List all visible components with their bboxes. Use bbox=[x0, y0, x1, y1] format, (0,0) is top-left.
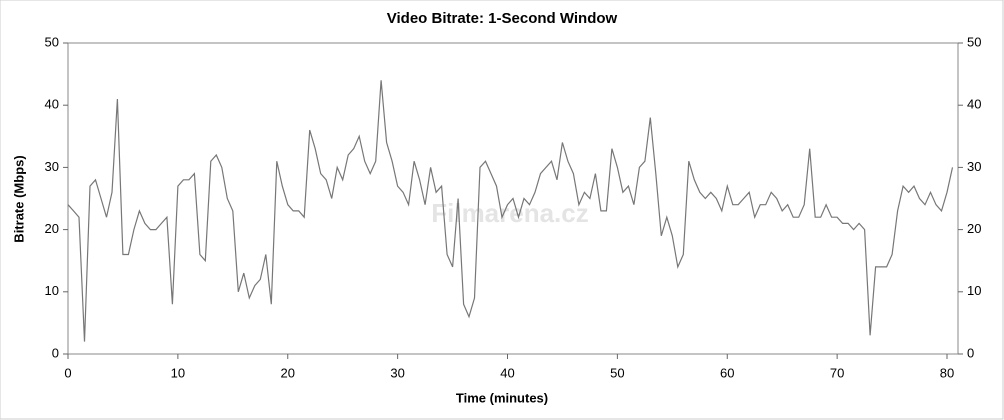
x-tick-label: 60 bbox=[720, 365, 734, 380]
y-axis-label: Bitrate (Mbps) bbox=[11, 155, 26, 242]
y-tick-label: 20 bbox=[45, 221, 59, 236]
y-tick-label: 0 bbox=[52, 345, 59, 360]
y2-tick-label: 20 bbox=[967, 221, 981, 236]
x-tick-label: 10 bbox=[171, 365, 185, 380]
x-tick-label: 0 bbox=[64, 365, 71, 380]
y2-tick-label: 50 bbox=[967, 34, 981, 49]
x-tick-label: 30 bbox=[390, 365, 404, 380]
y2-tick-label: 30 bbox=[967, 159, 981, 174]
y-tick-label: 40 bbox=[45, 97, 59, 112]
y-tick-label: 50 bbox=[45, 34, 59, 49]
x-tick-label: 80 bbox=[940, 365, 954, 380]
chart-title: Video Bitrate: 1-Second Window bbox=[387, 10, 618, 27]
bitrate-line bbox=[67, 80, 954, 342]
plot-area bbox=[67, 42, 959, 355]
x-tick-label: 40 bbox=[500, 365, 514, 380]
y2-tick-label: 10 bbox=[967, 283, 981, 298]
x-tick-label: 20 bbox=[281, 365, 295, 380]
x-tick-label: 70 bbox=[830, 365, 844, 380]
y2-tick-label: 40 bbox=[967, 97, 981, 112]
y-tick-label: 30 bbox=[45, 159, 59, 174]
x-tick-label: 50 bbox=[610, 365, 624, 380]
y-tick-label: 10 bbox=[45, 283, 59, 298]
y2-tick-label: 0 bbox=[967, 345, 974, 360]
x-axis-label: Time (minutes) bbox=[456, 390, 548, 405]
